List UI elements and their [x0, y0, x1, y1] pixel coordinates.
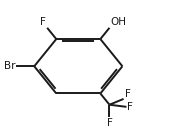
Text: F: F	[40, 17, 46, 27]
Text: OH: OH	[110, 17, 126, 27]
Text: F: F	[127, 102, 133, 112]
Text: F: F	[125, 88, 130, 99]
Text: F: F	[107, 118, 112, 128]
Text: Br: Br	[3, 61, 15, 71]
